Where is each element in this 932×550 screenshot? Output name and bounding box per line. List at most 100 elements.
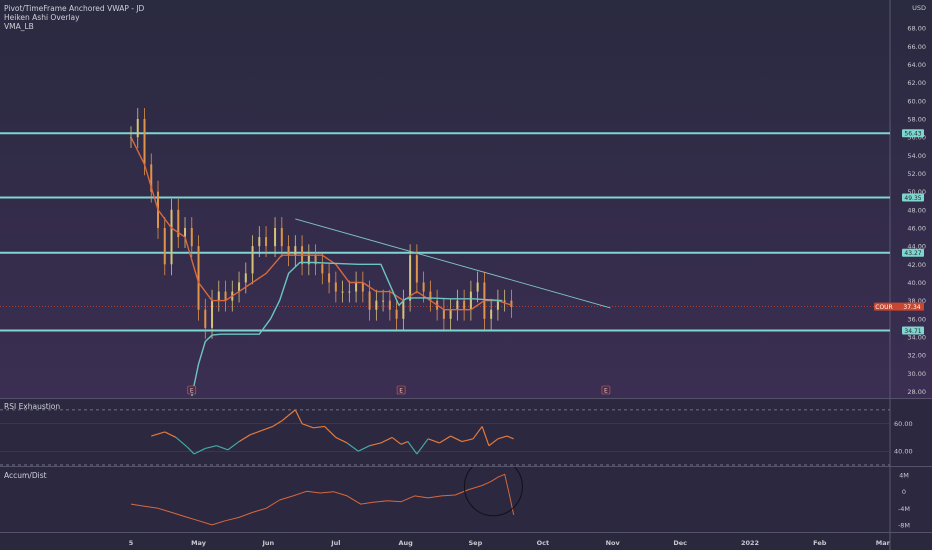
- price-candle-body: [287, 246, 290, 256]
- earnings-marker: [396, 385, 406, 395]
- price-candle-body: [150, 164, 153, 192]
- price-candle-body: [469, 291, 472, 310]
- price-candle-body: [429, 291, 432, 301]
- price-tick-label: 60.00: [907, 97, 926, 105]
- price-tick-label: 48.00: [907, 206, 926, 214]
- price-chart[interactable]: USD 28.00 30.00 32.00 34.00 36.00 38.00 40.00 42…: [0, 0, 932, 398]
- price-candle-body: [328, 273, 331, 283]
- earnings-marker: [187, 385, 197, 395]
- price-candle-body: [409, 255, 412, 301]
- price-candle-body: [211, 300, 214, 328]
- indicator-legend: Pivot/TimeFrame Anchored VWAP - JD Heike…: [4, 4, 144, 31]
- rsi-line-segment: [369, 442, 381, 447]
- time-axis-labels[interactable]: 5 May Jun Jul Aug Sep Oct Nov Dec 2022 Feb Mar: [0, 533, 932, 550]
- rsi-line-segment: [346, 442, 359, 452]
- rsi-line-segment: [281, 414, 289, 422]
- legend-vma[interactable]: VMA_LB: [4, 22, 34, 31]
- rsi-line-segment: [391, 436, 402, 445]
- level-price-tag: [902, 129, 924, 138]
- legend-vwap[interactable]: Pivot/TimeFrame Anchored VWAP - JD: [4, 4, 145, 13]
- time-axis-label: May: [191, 539, 207, 547]
- accum-dist-title[interactable]: Accum/Dist: [4, 471, 47, 480]
- price-candle-body: [294, 246, 297, 256]
- rsi-line-segment: [261, 425, 274, 432]
- rsi-line-segment: [294, 409, 303, 424]
- level-price-label: 34.71: [904, 328, 921, 335]
- rsi-line-segment: [164, 431, 177, 438]
- price-pane[interactable]: USD 28.00 30.00 32.00 34.00 36.00 38.00 40.00 42…: [0, 0, 932, 398]
- time-axis-label: Jun: [261, 539, 274, 547]
- price-tick-label: 42.00: [907, 261, 926, 269]
- price-candle-body: [395, 309, 398, 319]
- rsi-line-segment: [416, 438, 429, 455]
- rsi-line-segment: [227, 441, 240, 451]
- rsi-line-segment: [506, 435, 514, 440]
- time-axis-label: 2022: [741, 539, 759, 547]
- price-candle-body: [510, 300, 513, 307]
- rsi-line-segment: [481, 426, 490, 446]
- rsi-line-segment: [380, 436, 393, 444]
- price-candle-body: [388, 300, 391, 310]
- price-tick-label: 52.00: [907, 170, 926, 178]
- rsi-tick-label: 60.00: [894, 420, 913, 428]
- rsi-line-segment: [427, 438, 440, 444]
- price-candle-body: [402, 300, 405, 319]
- price-candle-body: [496, 300, 499, 310]
- time-axis-label: Mar: [876, 539, 891, 547]
- price-candle-body: [375, 300, 378, 310]
- price-tick-label: 58.00: [907, 115, 926, 123]
- time-axis[interactable]: 5 May Jun Jul Aug Sep Oct Nov Dec 2022 Feb Mar: [0, 532, 932, 550]
- rsi-line-segment: [272, 420, 283, 427]
- rsi-line-segment: [400, 441, 409, 445]
- accum-dist-tick-label: 0: [902, 488, 906, 496]
- trendline: [295, 218, 611, 309]
- time-axis-label: Sep: [469, 539, 483, 547]
- price-candle-body: [476, 282, 479, 292]
- rsi-line-segment: [301, 423, 314, 429]
- rsi-line-segment: [175, 436, 188, 448]
- price-tick-label: 34.00: [907, 333, 926, 341]
- price-candle-body: [197, 246, 200, 310]
- price-candle-body: [382, 300, 385, 302]
- price-candle-body: [274, 227, 277, 247]
- currency-label: USD: [912, 4, 926, 12]
- accum-dist-tick-label: 4M: [899, 472, 909, 480]
- accum-dist-tick-label: -4M: [898, 505, 910, 513]
- rsi-line-segment: [488, 438, 499, 447]
- time-axis-label: 5: [129, 539, 134, 547]
- rsi-line-segment: [358, 445, 370, 452]
- price-candle-body: [224, 291, 227, 301]
- rsi-title[interactable]: RSI Exhaustion: [4, 402, 61, 411]
- time-axis-label: Jul: [330, 539, 340, 547]
- price-tick-label: 38.00: [907, 297, 926, 305]
- price-tick-label: 40.00: [907, 279, 926, 287]
- level-price-label: 43.27: [904, 250, 921, 257]
- legend-heiken-ashi[interactable]: Heiken Ashi Overlay: [4, 13, 80, 22]
- price-tick-label: 28.00: [907, 388, 926, 396]
- circle-annotation: [463, 467, 523, 517]
- price-candle-body: [334, 282, 337, 292]
- price-candle-body: [307, 255, 310, 265]
- accum-dist-chart[interactable]: 4M 0 -4M -8M: [0, 467, 932, 533]
- price-candle-body: [368, 291, 371, 310]
- rsi-line-segment: [313, 425, 325, 429]
- rsi-chart[interactable]: 60.00 40.00: [0, 399, 932, 467]
- rsi-line-segment: [288, 409, 296, 416]
- price-candle-body: [244, 273, 247, 283]
- rsi-line-segment: [250, 429, 262, 436]
- rsi-line-segment: [450, 435, 463, 443]
- accum-dist-line: [130, 473, 515, 526]
- price-candle-body: [415, 255, 418, 283]
- accum-dist-pane[interactable]: 4M 0 -4M -8M Accum/Dist: [0, 466, 932, 533]
- rsi-pane[interactable]: 60.00 40.00 RSI Exhaustion: [0, 398, 932, 467]
- earnings-marker-label: E: [399, 387, 403, 394]
- level-price-tag: [902, 193, 924, 202]
- time-axis-label: Nov: [606, 539, 621, 547]
- price-candle-body: [170, 209, 173, 265]
- level-price-tag: [902, 248, 924, 257]
- price-candle-body: [442, 309, 445, 319]
- rsi-line-segment: [472, 426, 483, 440]
- time-axis-label: Feb: [813, 539, 827, 547]
- price-tick-label: 62.00: [907, 79, 926, 87]
- earnings-marker: [601, 385, 611, 395]
